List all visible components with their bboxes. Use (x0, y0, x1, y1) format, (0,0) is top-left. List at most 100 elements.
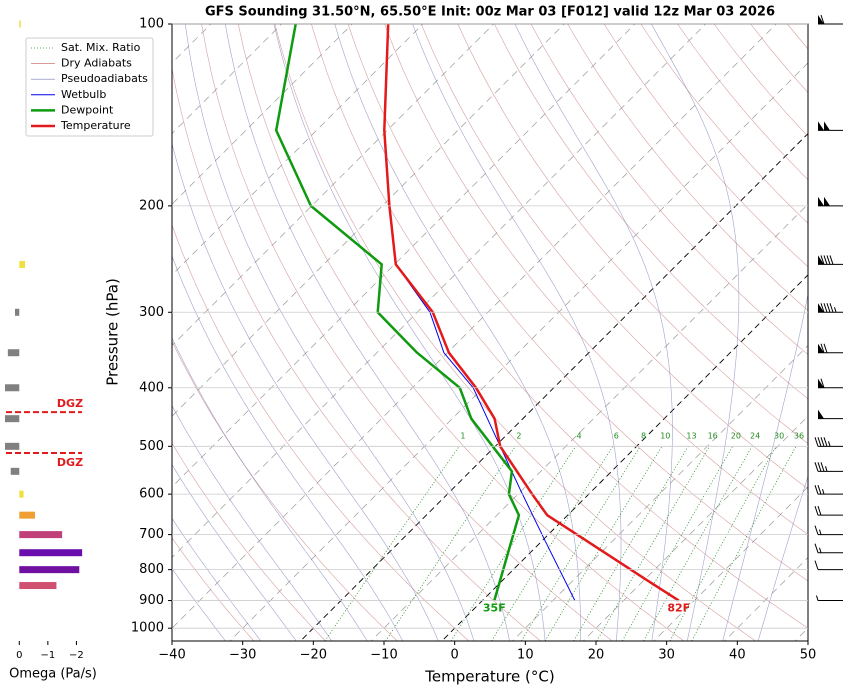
isotherm (299, 132, 808, 641)
y-axis-label: Pressure (hPa) (104, 278, 122, 386)
barb-full (820, 303, 825, 313)
wind-barb (814, 543, 843, 554)
barb-flag (824, 196, 830, 206)
omega-bar (5, 415, 20, 423)
barb-flag (818, 196, 824, 206)
wind-barb (818, 14, 843, 25)
barb-full (823, 437, 828, 447)
x-tick-label: 40 (729, 648, 746, 663)
pseudoadiabat (757, 475, 808, 641)
barb-full (817, 506, 822, 516)
mixing-ratio-label: 2 (516, 432, 521, 441)
isotherm (172, 24, 565, 417)
barb-full (826, 303, 831, 313)
mixing-ratio-line (520, 446, 641, 641)
barb-half (822, 489, 825, 495)
dry-adiabat (677, 24, 808, 181)
dry-adiabat (494, 24, 808, 400)
mixing-ratio-line (385, 446, 516, 641)
plot-frame (171, 23, 809, 642)
mixing-ratio-line (691, 446, 797, 641)
x-axis-label: Temperature (°C) (424, 668, 554, 686)
y-tick-label: 500 (139, 439, 164, 454)
omega-bar (19, 582, 57, 590)
x-tick-label: −30 (229, 648, 256, 663)
pseudoadiabat (334, 24, 581, 641)
dry-adiabat (384, 24, 808, 535)
dry-adiabat (457, 24, 808, 444)
mixing-ratio-line (544, 446, 663, 641)
omega-axis-label: Omega (Pa/s) (9, 667, 97, 682)
mixing-ratio-label: 4 (577, 432, 582, 441)
wind-barb (816, 595, 843, 602)
legend-label: Wetbulb (61, 88, 106, 101)
x-tick-label: −20 (300, 648, 327, 663)
wind-barb (818, 303, 843, 313)
isotherm (229, 62, 808, 641)
barb-full (814, 437, 819, 447)
omega-bar (19, 490, 24, 498)
mixing-ratio-label: 8 (641, 432, 646, 441)
isotherm (582, 415, 808, 641)
omega-bar (19, 531, 63, 539)
legend (25, 37, 154, 137)
y-tick-label: 600 (139, 487, 164, 502)
x-tick-label: 0 (451, 648, 459, 663)
profile-line (274, 24, 521, 601)
barb-full (820, 378, 825, 388)
barb-full (817, 484, 822, 495)
isotherm (172, 24, 707, 559)
barb-flag (824, 121, 830, 131)
legend-label: Temperature (60, 119, 131, 132)
wind-barb (814, 560, 843, 571)
mixing-ratio-line (450, 446, 576, 641)
wind-barb (818, 121, 843, 131)
y-tick-label: 900 (139, 593, 164, 608)
omega-bar (5, 442, 20, 450)
wind-barb (818, 196, 843, 207)
mixing-ratio-label: 10 (660, 432, 670, 441)
omega-bar (19, 566, 80, 574)
x-tick-label: −10 (370, 648, 397, 663)
dry-adiabat (787, 24, 808, 50)
barb-half (819, 529, 822, 535)
barb-full (817, 437, 822, 447)
omega-bar (19, 20, 21, 28)
pseudoadiabat (273, 24, 546, 641)
barb-flag (818, 409, 824, 419)
pseudoadiabat (412, 24, 622, 641)
barb-full (826, 255, 831, 265)
barb-full (814, 506, 819, 516)
mixing-ratio-line (596, 446, 710, 641)
dry-adiabat (530, 24, 808, 355)
omega-tick-label: 0 (16, 650, 22, 661)
mixing-ratio-label: 13 (686, 432, 696, 441)
chart-title: GFS Sounding 31.50°N, 65.50°E Init: 00z … (205, 5, 775, 20)
omega-bar (5, 384, 20, 392)
barb-full (820, 255, 825, 265)
mixing-ratio-line (573, 446, 689, 641)
barb-half (816, 595, 819, 601)
wind-barb (814, 437, 843, 447)
legend-label: Pseudoadiabats (61, 72, 148, 85)
barb-full (820, 437, 825, 447)
y-tick-label: 200 (139, 198, 164, 213)
mixing-ratio-label: 30 (774, 432, 784, 441)
omega-bar (19, 549, 83, 557)
barb-full (829, 255, 834, 265)
pseudoadiabat (225, 24, 510, 641)
omega-bar (19, 511, 35, 519)
x-tick-label: 10 (517, 648, 534, 663)
dry-adiabat (713, 24, 808, 137)
wind-barb (814, 525, 843, 536)
mixing-ratio-label: 36 (794, 432, 804, 441)
omega-bar (7, 349, 20, 357)
mixing-ratio-label: 1 (460, 432, 465, 441)
barb-full (814, 525, 819, 535)
dgz-label: DGZ (57, 397, 83, 410)
x-tick-label: 20 (588, 648, 605, 663)
profile-line (388, 205, 576, 601)
wind-barb (818, 409, 843, 420)
dry-adiabat (274, 24, 757, 641)
dry-adiabat (237, 24, 685, 641)
